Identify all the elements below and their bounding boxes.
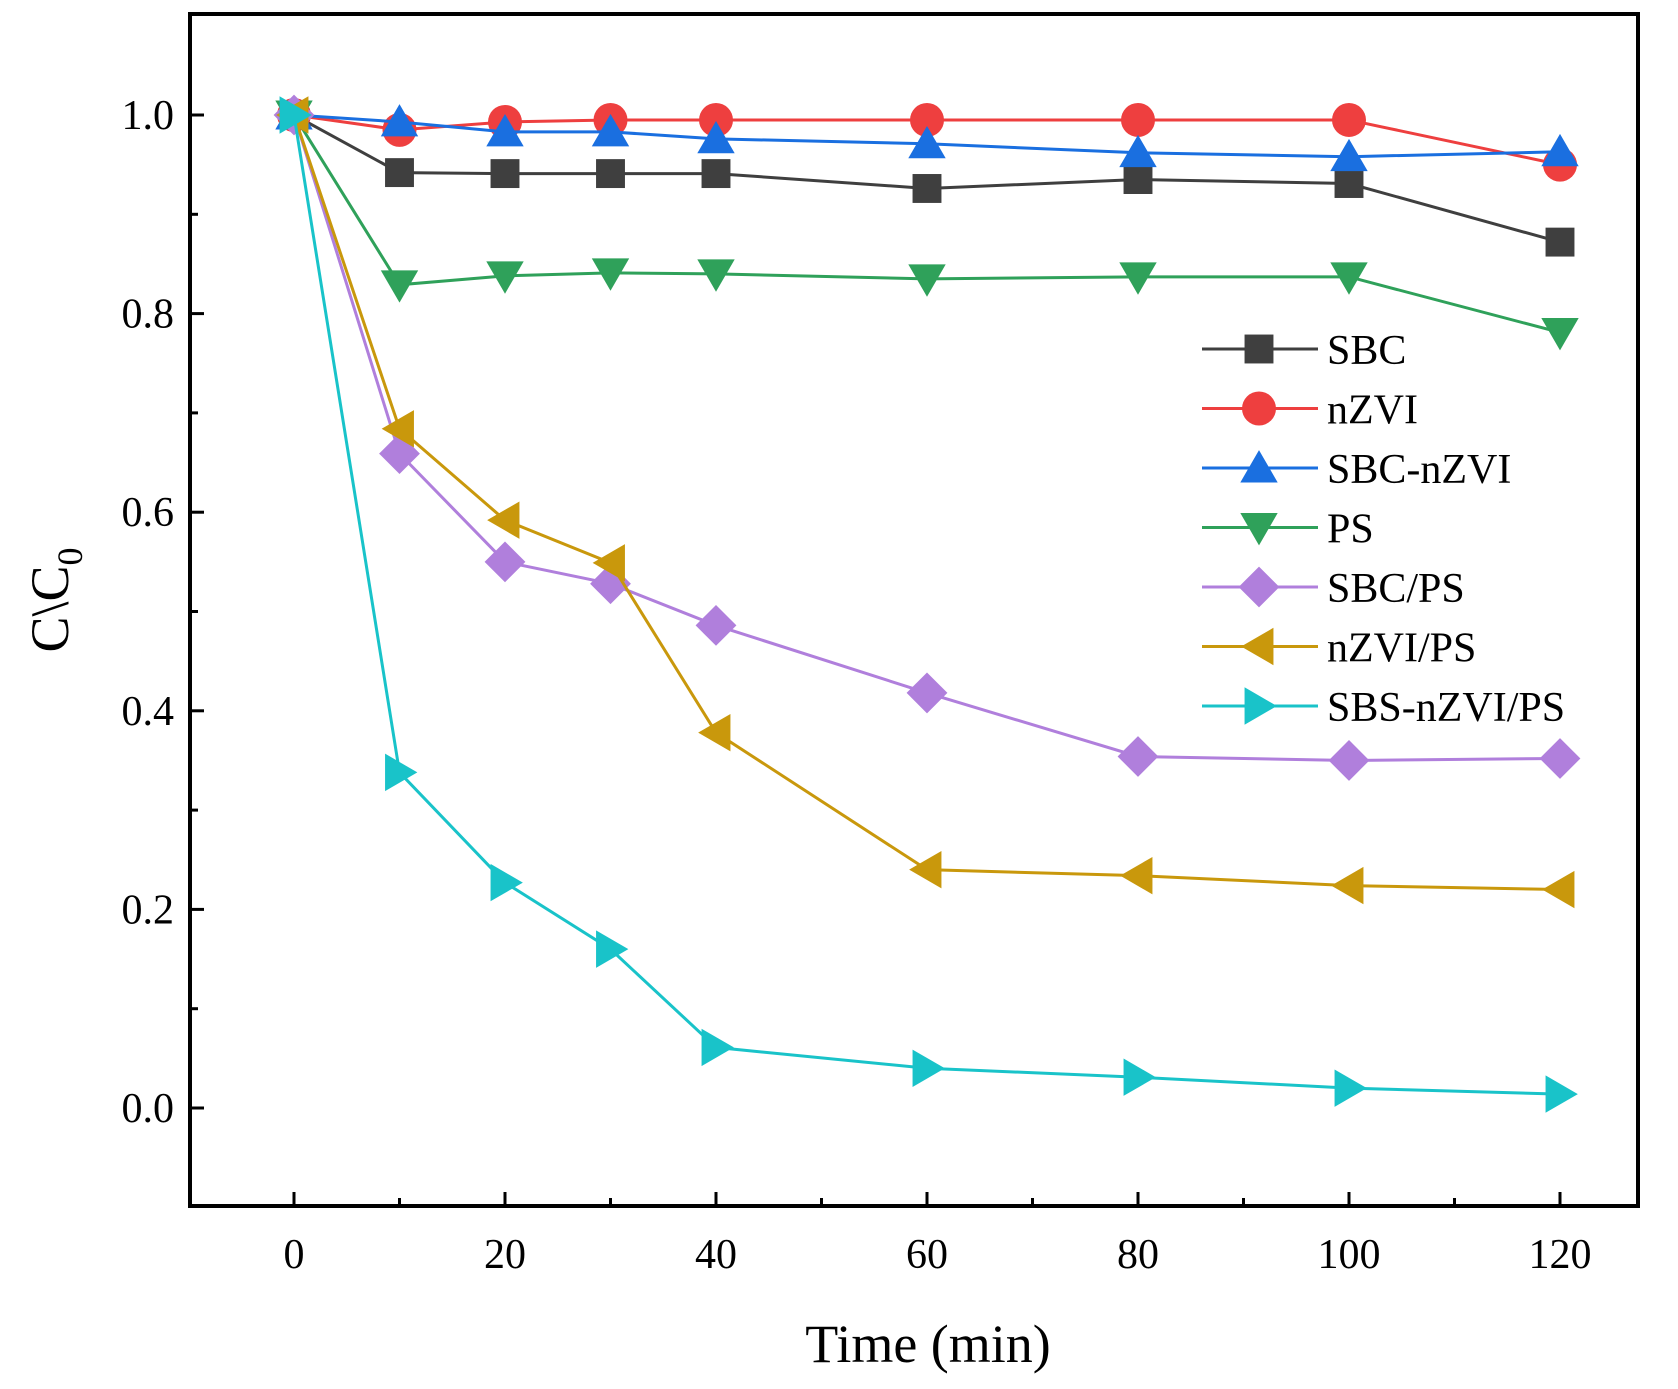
legend-marker xyxy=(1240,513,1278,546)
data-point-sbc-nzvi xyxy=(1119,134,1157,168)
data-point-sbc-ps xyxy=(906,672,948,714)
x-tick-label: 20 xyxy=(484,1232,526,1278)
data-point-sbs-nzvi-ps xyxy=(490,863,523,902)
x-tick-label: 100 xyxy=(1318,1232,1381,1278)
legend-marker xyxy=(1238,566,1280,608)
y-axis-title-sub: 0 xyxy=(50,547,90,565)
data-point-nzvi xyxy=(1332,102,1366,137)
data-point-sbc-ps xyxy=(1117,736,1159,777)
data-point-nzvi-ps xyxy=(1542,870,1575,909)
legend-label: SBC/PS xyxy=(1327,566,1465,612)
data-point-nzvi xyxy=(1121,102,1155,137)
legend-label: nZVI xyxy=(1327,388,1418,434)
legend-item-ps: PS xyxy=(1202,507,1374,553)
legend-label: nZVI/PS xyxy=(1327,626,1476,672)
data-point-ps xyxy=(380,270,419,303)
data-point-sbc xyxy=(701,159,731,189)
legend-marker xyxy=(1242,391,1276,426)
legend-label: SBS-nZVI/PS xyxy=(1327,685,1565,731)
data-point-sbc-nzvi xyxy=(697,120,735,154)
data-point-sbc-ps xyxy=(695,605,737,646)
legend-marker xyxy=(1241,627,1274,666)
data-point-sbc-nzvi xyxy=(591,114,630,147)
x-axis-title: Time (min) xyxy=(805,1314,1051,1374)
legend-marker xyxy=(1244,687,1277,725)
y-tick-label: 0.6 xyxy=(122,490,175,536)
series-layer xyxy=(273,94,1581,1113)
data-point-sbc-nzvi xyxy=(380,104,419,137)
legend-item-sbc: SBC xyxy=(1202,328,1406,374)
legend-label: SBC-nZVI xyxy=(1327,447,1511,493)
y-tick-label: 0.4 xyxy=(122,689,175,735)
data-point-sbc-nzvi xyxy=(486,114,524,147)
data-point-sbc-nzvi xyxy=(908,125,946,159)
data-point-nzvi-ps xyxy=(487,501,520,539)
data-point-ps xyxy=(591,258,630,291)
y-tick-label: 0.2 xyxy=(122,887,175,933)
y-tick-label: 0.8 xyxy=(122,292,175,338)
axes: 0.0 0.2 0.4 0.6 0.8 1.0 0 20 40 60 80 100 120 xyxy=(122,12,1640,1278)
data-point-ps xyxy=(1541,318,1579,351)
legend-item-sbc-ps: SBC/PS xyxy=(1202,566,1465,612)
data-point-ps xyxy=(908,264,946,297)
data-point-sbc-ps xyxy=(1328,740,1370,781)
data-point-sbs-nzvi-ps xyxy=(912,1049,945,1087)
legend-item-nzvi-ps: nZVI/PS xyxy=(1202,626,1476,672)
data-point-sbs-nzvi-ps xyxy=(1545,1075,1578,1113)
legend-label: PS xyxy=(1327,507,1374,553)
data-point-sbc-ps xyxy=(484,541,526,583)
y-tick-label: 0.0 xyxy=(122,1086,175,1132)
data-point-nzvi-ps xyxy=(1331,866,1364,905)
data-point-sbc xyxy=(1334,169,1364,198)
series-line-nzvi-ps xyxy=(292,114,1561,892)
data-point-nzvi-ps xyxy=(381,410,414,448)
data-point-sbs-nzvi-ps xyxy=(385,753,418,792)
data-point-ps xyxy=(486,261,524,294)
data-point-sbc xyxy=(912,174,942,203)
data-point-ps xyxy=(1330,262,1368,295)
data-point-sbc xyxy=(385,158,414,188)
series-sbc xyxy=(279,100,1575,257)
data-point-sbc xyxy=(1545,227,1575,257)
legend-marker xyxy=(1240,450,1278,483)
y-tick-label: 1.0 xyxy=(122,93,175,139)
data-point-sbc-nzvi xyxy=(1330,138,1368,172)
legend-label: SBC xyxy=(1327,328,1406,374)
y-axis-title-main: C\C xyxy=(20,565,80,652)
data-point-nzvi xyxy=(699,102,733,137)
series-sbs-nzvi-ps xyxy=(279,96,1578,1113)
x-tick-label: 80 xyxy=(1117,1232,1159,1278)
data-point-sbs-nzvi-ps xyxy=(279,96,312,134)
data-point-ps xyxy=(1119,262,1157,295)
data-point-ps xyxy=(697,259,735,292)
legend-item-nzvi: nZVI xyxy=(1202,388,1418,434)
legend-item-sbc-nzvi: SBC-nZVI xyxy=(1202,447,1511,493)
data-point-sbs-nzvi-ps xyxy=(1334,1069,1367,1107)
legend-marker xyxy=(1244,334,1274,364)
x-tick-label: 120 xyxy=(1529,1232,1592,1278)
legend: SBC nZVI SBC-nZVI PS SBC/PS nZVI/PS SBS-nZVI/P… xyxy=(1202,328,1565,731)
x-tick-label: 0 xyxy=(284,1232,305,1278)
x-tick-label: 60 xyxy=(906,1232,948,1278)
legend-item-sbs-nzvi-ps: SBS-nZVI/PS xyxy=(1202,685,1565,731)
data-point-sbs-nzvi-ps xyxy=(596,930,629,968)
data-point-nzvi-ps xyxy=(1120,856,1153,895)
data-point-sbs-nzvi-ps xyxy=(1123,1058,1156,1096)
data-point-sbc-nzvi xyxy=(1541,133,1579,167)
data-point-sbc xyxy=(1123,165,1153,194)
data-point-nzvi xyxy=(910,102,944,137)
data-point-sbs-nzvi-ps xyxy=(701,1028,734,1067)
data-point-nzvi-ps xyxy=(592,544,625,582)
data-point-sbc xyxy=(596,159,625,189)
x-tick-label: 40 xyxy=(695,1232,737,1278)
data-point-sbc xyxy=(490,159,520,189)
series-nzvi-ps xyxy=(276,96,1575,909)
data-point-nzvi-ps xyxy=(698,713,731,752)
y-axis-title: C\C0 xyxy=(20,547,90,652)
data-point-sbc-ps xyxy=(1539,738,1581,779)
data-point-nzvi-ps xyxy=(909,850,942,889)
